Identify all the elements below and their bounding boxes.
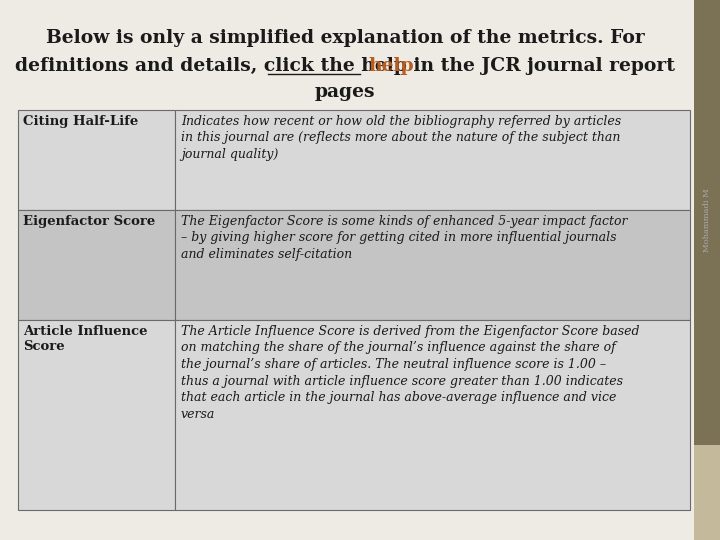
Text: definitions and details, click the: definitions and details, click the [0,57,346,75]
Text: Mohammadi M: Mohammadi M [703,188,711,252]
Bar [175,210,690,320]
Bar [18,110,175,210]
Bar [175,320,690,510]
Text: Citing Half-Life: Citing Half-Life [23,115,138,128]
Bar [694,445,720,540]
Bar [18,210,175,320]
Text: pages: pages [315,83,375,101]
Text: Below is only a simplified explanation of the metrics. For: Below is only a simplified explanation o… [45,29,644,47]
Text: Eigenfactor Score: Eigenfactor Score [23,215,156,228]
Bar [18,320,175,510]
Bar [694,0,720,445]
Text: definitions and details, click the help in the JCR journal report: definitions and details, click the help … [15,57,675,75]
Text: The Eigenfactor Score is some kinds of enhanced 5-year impact factor
– by giving: The Eigenfactor Score is some kinds of e… [181,215,628,261]
Text: help: help [369,57,414,75]
Text: The Article Influence Score is derived from the Eigenfactor Score based
on match: The Article Influence Score is derived f… [181,325,639,421]
Text: Article Influence
Score: Article Influence Score [23,325,148,353]
Text: Indicates how recent or how old the bibliography referred by articles
in this jo: Indicates how recent or how old the bibl… [181,115,621,161]
Text: definitions and details, click the help in the JCR journal report: definitions and details, click the help … [15,57,675,75]
Bar [175,110,690,210]
